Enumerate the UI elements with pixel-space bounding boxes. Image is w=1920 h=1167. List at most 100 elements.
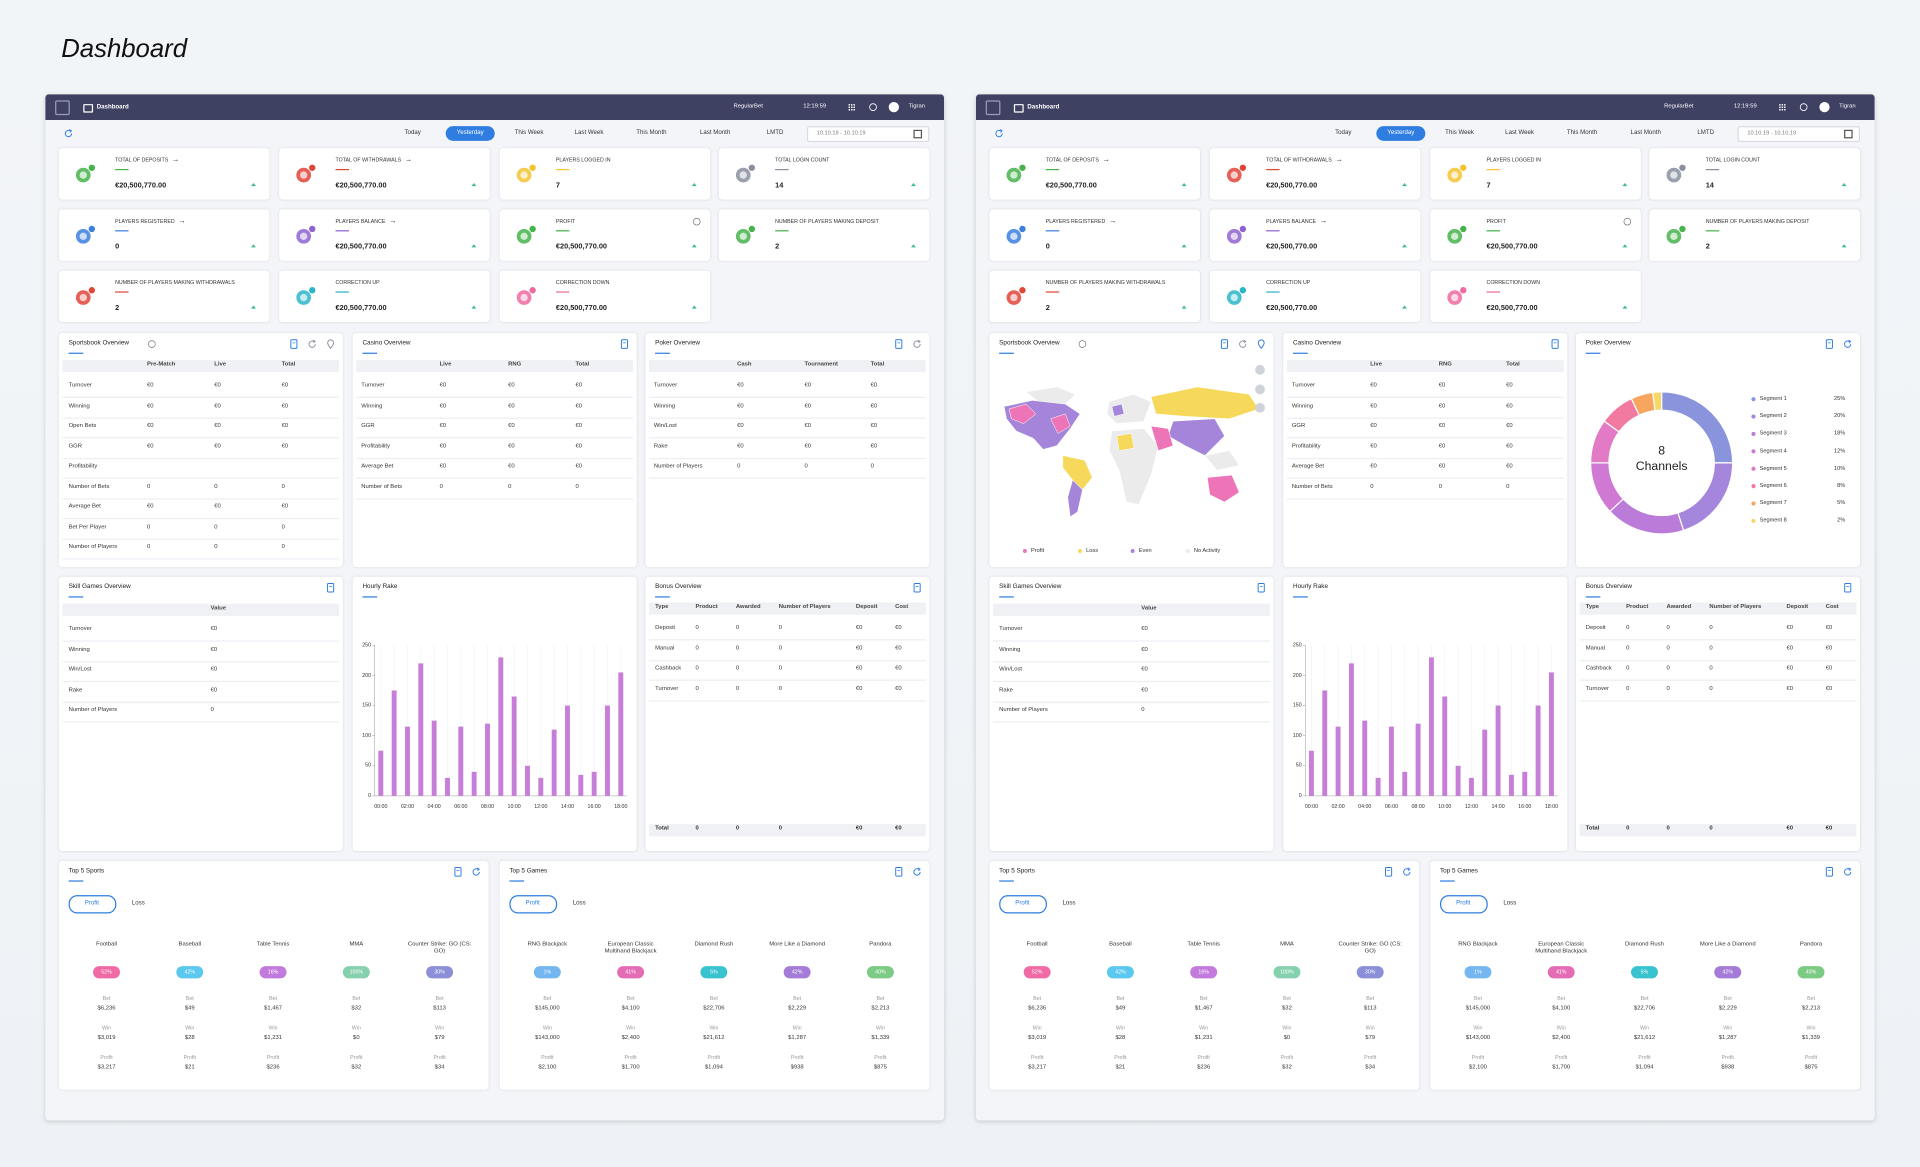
date-tab[interactable]: Last Month [699, 129, 731, 137]
table-cell: €0 [1370, 382, 1377, 389]
table-cell: €0 [870, 423, 878, 430]
table-cell: 0 [695, 665, 699, 672]
kpi-value: €20,500,770.00 [555, 243, 608, 252]
date-tab[interactable]: This Week [1445, 129, 1474, 137]
date-tab[interactable]: Last Week [574, 129, 604, 137]
refresh-icon [64, 129, 73, 138]
tab-label[interactable]: Loss [1062, 899, 1076, 907]
legend-label: Segment 1 [1759, 395, 1787, 402]
tab-active[interactable] [1440, 895, 1488, 914]
export-icon [327, 582, 335, 593]
kpi-link[interactable]: → [1335, 156, 1343, 164]
tab-label[interactable]: Loss [1503, 899, 1517, 907]
apps-icon [853, 104, 855, 106]
menu-dropdown[interactable]: Dashboard [96, 102, 129, 111]
tab-label[interactable]: Loss [572, 899, 586, 907]
tab-active[interactable] [509, 895, 558, 914]
legend-label: Segment 2 [1759, 412, 1787, 419]
kpi-label: TOTAL OF WITHDRAWALS [335, 156, 402, 163]
item-name: Table Tennis [1187, 941, 1220, 948]
stat-value: $21 [184, 1064, 195, 1071]
tab-active[interactable] [68, 895, 117, 914]
kpi-link[interactable]: → [178, 217, 186, 225]
date-tab[interactable]: Today [404, 129, 421, 137]
graphic [1825, 867, 1833, 877]
map-icon [327, 339, 335, 350]
kpi-link[interactable]: → [171, 156, 180, 164]
row-divider [62, 721, 340, 723]
row-label: Manual [1585, 645, 1605, 652]
date-tab[interactable]: Yesterday [1387, 129, 1415, 137]
table-cell: €0 [214, 504, 221, 511]
graphic [1590, 391, 1756, 535]
stat-value: $145,000 [535, 1006, 560, 1013]
kpi-link[interactable]: → [404, 156, 413, 164]
kpi-badge [309, 287, 316, 294]
kpi-link[interactable]: → [1108, 217, 1117, 225]
graphic [75, 287, 96, 305]
graphic [1622, 305, 1628, 309]
apps-icon [1784, 104, 1786, 106]
bar [1348, 663, 1354, 796]
kpi-icon [1230, 293, 1238, 302]
date-tab[interactable]: Today [1335, 129, 1352, 137]
row-divider [62, 477, 340, 479]
tab-label[interactable]: Loss [131, 899, 145, 907]
legend-dot [1751, 484, 1756, 489]
table-header-bg [1286, 360, 1564, 373]
total-cell: 0 [695, 826, 699, 833]
graphic [848, 102, 900, 113]
kpi-link[interactable]: → [1319, 217, 1328, 225]
table-cell: €0 [1825, 665, 1833, 672]
share-pill [1797, 966, 1825, 979]
row-divider [356, 457, 634, 459]
graphic [1551, 339, 1559, 349]
stat-label: Profit [1280, 1054, 1294, 1061]
item-name: Baseball [178, 941, 202, 948]
kpi-link[interactable]: → [1102, 156, 1110, 164]
date-tab[interactable]: LMTD [766, 129, 784, 137]
refresh-icon [999, 129, 1003, 133]
export-icon [895, 339, 903, 349]
stat-label: Profit [183, 1054, 196, 1061]
kpi-link[interactable]: → [389, 217, 397, 225]
stat-label: Win [1282, 1024, 1292, 1031]
date-tab[interactable]: Last Month [1630, 129, 1661, 137]
date-tab[interactable]: This Month [636, 129, 667, 137]
menu-dropdown[interactable]: Dashboard [1027, 102, 1060, 111]
tab-active[interactable] [999, 895, 1047, 914]
stat-value: $2,400 [621, 1035, 640, 1042]
graphic [691, 244, 697, 248]
graphic [516, 164, 536, 183]
date-input[interactable] [806, 126, 930, 143]
zoom-control [1255, 364, 1265, 375]
date-tab[interactable]: This Week [514, 129, 544, 137]
kpi-label: PLAYERS REGISTERED [115, 217, 175, 225]
panel-title: Bonus Overview [1585, 583, 1632, 591]
graphic [1006, 164, 1026, 183]
map-region [1008, 403, 1037, 424]
trend-up [911, 183, 916, 187]
date-tab[interactable]: This Month [1566, 129, 1598, 137]
table-cell: 0 [1141, 707, 1145, 714]
graphic [1843, 339, 1852, 348]
kpi-label-wrap: TOTAL OF WITHDRAWALS → [335, 156, 413, 164]
legend-dot [1751, 431, 1756, 437]
table-cell: 0 [778, 685, 783, 692]
kpi-icon [520, 232, 528, 241]
kpi-card: NUMBER OF PLAYERS MAKING DEPOSIT 2 [1649, 209, 1861, 261]
row-label: Number of Players [653, 463, 703, 470]
table-cell: 0 [281, 483, 285, 490]
kpi-badge [529, 164, 536, 171]
date-tab[interactable]: Last Week [1505, 129, 1534, 137]
graphic [471, 183, 477, 187]
date-input[interactable] [1737, 126, 1861, 143]
trend-up [691, 183, 697, 187]
table-cell: €0 [146, 443, 154, 450]
kpi-underline [775, 168, 789, 171]
stat-value: $32 [1282, 1006, 1292, 1013]
table-header-bg [356, 360, 634, 373]
date-tab[interactable]: Yesterday [456, 129, 484, 137]
date-tab[interactable]: LMTD [1697, 129, 1715, 137]
table-cell: 0 [870, 463, 874, 470]
